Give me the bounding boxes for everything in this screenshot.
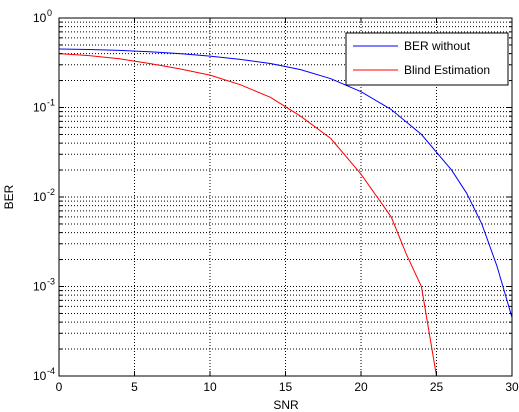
x-axis-label: SNR (273, 398, 299, 412)
y-tick-label-base: 10 (33, 11, 47, 25)
x-tick-labels: 0 5 10 15 20 25 30 (56, 380, 519, 394)
legend-label-ber-without: BER without (404, 39, 471, 53)
y-tick-label-exponent: -4 (47, 366, 55, 376)
y-tick-label-exponent: 0 (47, 8, 52, 18)
x-tick-label: 5 (131, 380, 138, 394)
legend: BER without Blind Estimation (345, 32, 509, 86)
y-tick-label: 10 -3 (33, 277, 55, 294)
y-tick-label: 10 -4 (33, 366, 55, 383)
y-tick-label: 10 0 (33, 8, 52, 25)
series-line-ber-without (58, 48, 513, 318)
tick-marks (58, 18, 513, 376)
legend-label-blind-estimation: Blind Estimation (404, 63, 490, 77)
y-tick-label: 10 -2 (33, 187, 55, 204)
grid (59, 18, 512, 376)
x-tick-label: 25 (430, 380, 444, 394)
x-tick-label: 10 (203, 380, 217, 394)
series-lines (58, 48, 513, 377)
x-tick-label: 20 (354, 380, 368, 394)
y-tick-label-base: 10 (33, 369, 47, 383)
y-tick-label-exponent: -3 (47, 277, 55, 287)
y-tick-label-exponent: -1 (47, 98, 55, 108)
x-tick-label: 15 (279, 380, 293, 394)
y-tick-label: 10 -1 (33, 98, 55, 115)
x-tick-label: 0 (56, 380, 63, 394)
y-tick-label-base: 10 (33, 101, 47, 115)
y-tick-label-base: 10 (33, 280, 47, 294)
x-tick-label: 30 (505, 380, 519, 394)
series-line-blind-estimation (58, 53, 437, 377)
y-tick-label-exponent: -2 (47, 187, 55, 197)
y-axis-label: BER (2, 184, 16, 209)
y-tick-label-base: 10 (33, 190, 47, 204)
legend-box (345, 32, 509, 86)
